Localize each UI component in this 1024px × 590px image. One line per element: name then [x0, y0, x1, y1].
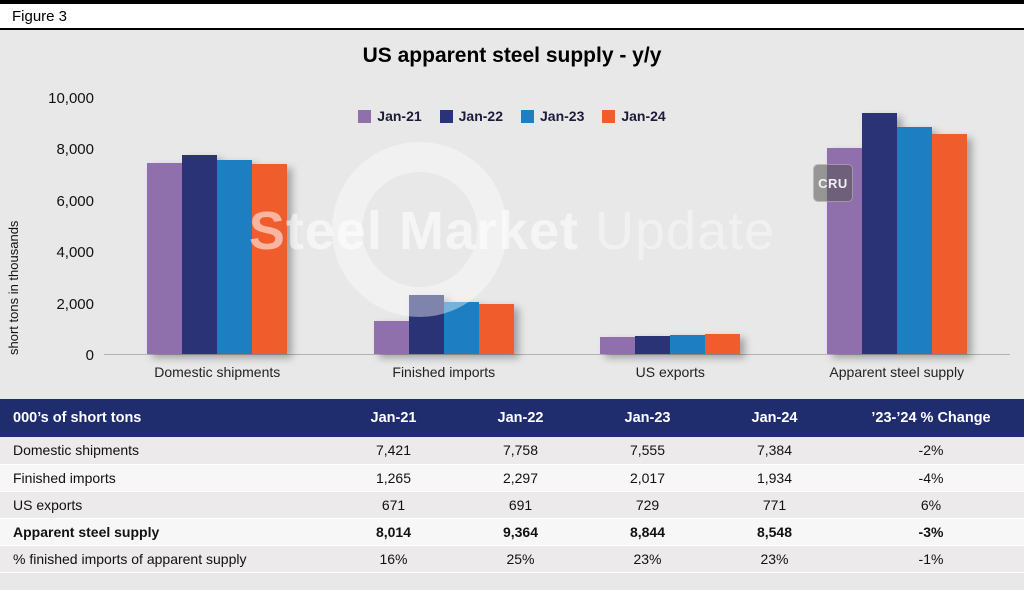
y-axis-tick: 8,000 [56, 141, 94, 159]
chart-legend: Jan-21 Jan-22 Jan-23 Jan-24 [0, 108, 1024, 124]
row-value: 2,017 [629, 469, 666, 486]
category-label: US exports [635, 364, 705, 380]
bar-jan-22 [861, 113, 897, 354]
plot-area: 0 2,000 4,000 6,000 8,000 10,000 Domestic shi… [40, 90, 1010, 380]
row-value: 16% [379, 550, 408, 567]
table-header-cell: Jan-22 [457, 399, 584, 437]
bar-jan-23 [670, 335, 706, 354]
row-label: Apparent steel supply [13, 523, 160, 540]
category-label: Finished imports [392, 364, 496, 380]
table-header-cell: Jan-21 [330, 399, 457, 437]
cru-logo: CRU [813, 164, 853, 202]
bar-jan-24 [931, 134, 967, 354]
row-label: Domestic shipments [13, 442, 140, 459]
table-row: Apparent steel supply 8,014 9,364 8,844 8,54… [0, 518, 1024, 545]
bar-jan-23 [443, 302, 479, 354]
table-header-cell: 000’s of short tons [0, 399, 330, 437]
y-axis-tick: 0 [85, 347, 94, 364]
row-value: 729 [635, 496, 660, 513]
table-row: Finished imports 1,265 2,297 2,017 1,934 -4% [0, 464, 1024, 491]
figure-header: Figure 3 [0, 4, 1024, 30]
row-value: 9,364 [502, 523, 539, 540]
bar-group [557, 98, 784, 354]
figure-label: Figure 3 [12, 7, 68, 25]
legend-swatch [521, 109, 534, 123]
row-value: 7,758 [502, 442, 539, 459]
row-value: -4% [918, 469, 944, 486]
row-label: % finished imports of apparent supply [13, 550, 247, 567]
row-value: 8,844 [629, 523, 666, 540]
bar-jan-22 [408, 295, 444, 354]
legend-swatch [358, 109, 372, 123]
row-label: Finished imports [13, 469, 116, 486]
row-value: 2,297 [502, 469, 539, 486]
table-header-cell: Jan-24 [711, 399, 838, 437]
table-header-cell: Jan-23 [584, 399, 711, 437]
row-value: -2% [918, 442, 944, 459]
legend-item: Jan-23 [521, 108, 584, 124]
row-value: 7,421 [375, 442, 412, 459]
row-value: 1,265 [375, 469, 412, 486]
y-axis: 0 2,000 4,000 6,000 8,000 10,000 [40, 90, 104, 364]
bar-jan-21 [600, 337, 636, 354]
table-row: % finished imports of apparent supply 16%… [0, 545, 1024, 572]
row-value: 23% [633, 550, 662, 567]
chart-title: US apparent steel supply - y/y [362, 44, 662, 67]
row-value: 25% [506, 550, 535, 567]
row-value: 23% [760, 550, 789, 567]
bar-jan-24 [705, 334, 741, 354]
legend-label: Jan-21 [377, 108, 422, 124]
bar-group [331, 98, 558, 354]
y-axis-tick: 4,000 [56, 244, 94, 262]
row-value: 8,548 [756, 523, 793, 540]
y-axis-tick: 6,000 [56, 192, 94, 210]
row-value: 671 [381, 496, 406, 513]
legend-label: Jan-24 [621, 108, 666, 124]
row-value: 7,384 [756, 442, 793, 459]
category-label: Domestic shipments [154, 364, 281, 380]
table-header-cell: ’23-’24 % Change [838, 399, 1024, 437]
row-value: 691 [508, 496, 533, 513]
bar-jan-21 [373, 321, 409, 354]
data-table: 000’s of short tons Jan-21 Jan-22 Jan-23 Jan… [0, 399, 1024, 573]
bar-jan-21 [147, 163, 183, 354]
bars-row [104, 98, 1010, 355]
row-value: -3% [918, 523, 944, 540]
bar-jan-22 [635, 336, 671, 354]
bar-jan-24 [252, 164, 288, 354]
row-label: US exports [13, 496, 83, 513]
row-value: 771 [762, 496, 787, 513]
bar-group [784, 98, 1011, 354]
table-row: Domestic shipments 7,421 7,758 7,555 7,384 -2… [0, 437, 1024, 464]
row-value: 6% [920, 496, 942, 513]
row-value: 7,555 [629, 442, 666, 459]
row-value: 1,934 [756, 469, 793, 486]
legend-item: Jan-22 [439, 108, 503, 124]
bar-jan-22 [182, 155, 218, 354]
legend-item: Jan-21 [358, 108, 422, 124]
row-value: -1% [918, 550, 944, 567]
bar-jan-23 [217, 160, 253, 354]
bar-jan-24 [478, 304, 514, 354]
category-label: Apparent steel supply [829, 364, 965, 380]
legend-swatch [439, 109, 453, 123]
bar-jan-23 [896, 127, 932, 354]
y-axis-tick: 2,000 [56, 295, 94, 313]
legend-swatch [602, 109, 616, 123]
bar-group [104, 98, 331, 354]
legend-item: Jan-24 [602, 108, 666, 124]
table-row: US exports 671 691 729 771 6% [0, 491, 1024, 518]
y-axis-title: short tons in thousands [6, 220, 21, 355]
legend-label: Jan-23 [540, 108, 585, 124]
x-axis-labels: Domestic shipments Finished imports US exp… [104, 355, 1010, 380]
bar-chart: US apparent steel supply - y/y Jan-21 Jan… [0, 30, 1024, 399]
table-body: Domestic shipments 7,421 7,758 7,555 7,384 -2… [0, 437, 1024, 572]
table-header-row: 000’s of short tons Jan-21 Jan-22 Jan-23 Jan… [0, 399, 1024, 437]
row-value: 8,014 [375, 523, 412, 540]
y-axis-tick: 10,000 [48, 90, 94, 107]
legend-label: Jan-22 [458, 108, 503, 124]
